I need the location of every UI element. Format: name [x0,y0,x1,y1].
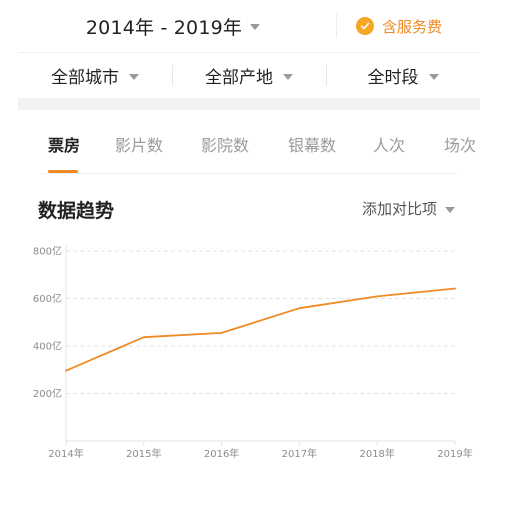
y-tick-label: 800亿 [33,245,62,258]
page: 2014年 - 2019年 含服务费 全部城市 全部产地 全时段 票房 影片数 [18,0,480,513]
add-compare-button[interactable]: 添加对比项 [362,198,456,219]
tab-sessions[interactable]: 场次 [444,136,477,155]
tab-screen-count[interactable]: 银幕数 [288,136,337,155]
date-range-label: 2014年 - 2019年 [85,16,243,39]
tab-box-office[interactable]: 票房 [48,136,81,155]
data-point [454,287,456,290]
section-title: 数据趋势 [38,200,115,222]
y-tick-label: 200亿 [33,387,62,400]
divider [18,52,480,53]
origin-filter-label: 全部产地 [205,68,273,88]
x-tick-label: 2018年 [359,447,394,460]
header-bar: 2014年 - 2019年 含服务费 [18,0,480,52]
date-range-selector[interactable]: 2014年 - 2019年 [18,0,328,52]
x-tick-label: 2016年 [204,447,239,460]
caret-down-icon [445,206,456,213]
y-tick-label: 400亿 [33,340,62,353]
active-tab-indicator [48,170,78,173]
service-fee-toggle[interactable]: 含服务费 [356,0,442,52]
x-tick-label: 2019年 [437,447,472,460]
caret-down-icon [428,73,439,80]
service-fee-label: 含服务费 [382,17,443,36]
tab-cinema-count[interactable]: 影院数 [201,136,250,155]
caret-down-icon [250,24,261,30]
section-gap [18,98,480,110]
data-point [142,336,145,339]
time-filter[interactable]: 全时段 [326,53,480,98]
add-compare-label: 添加对比项 [362,200,438,218]
series-line [65,287,456,372]
data-point [220,332,223,334]
tab-film-count[interactable]: 影片数 [115,136,164,155]
y-tick-label: 600亿 [33,292,62,305]
data-point [376,295,379,298]
x-tick-label: 2017年 [282,447,317,460]
data-point [298,307,301,310]
trend-chart: 200亿 400亿 600亿 800亿 2014年 2015年 2016年 2017年 2018… [18,235,488,465]
time-filter-label: 全时段 [367,68,419,88]
tabs-divider [42,173,458,174]
caret-down-icon [283,73,293,80]
city-filter-label: 全部城市 [51,68,119,88]
data-point [65,369,67,372]
city-filter[interactable]: 全部城市 [18,53,172,98]
caret-down-icon [129,73,139,80]
check-circle-icon [356,17,374,35]
filter-bar: 全部城市 全部产地 全时段 [18,53,480,98]
origin-filter[interactable]: 全部产地 [172,53,326,98]
trend-chart-svg: 200亿 400亿 600亿 800亿 2014年 2015年 2016年 2017年 2018… [33,245,473,461]
x-tick-label: 2014年 [48,447,83,460]
metric-tabs: 票房 影片数 影院数 银幕数 人次 场次 [18,110,480,174]
header-divider [336,14,337,38]
x-tick-label: 2015年 [126,447,161,460]
tab-attendance[interactable]: 人次 [373,136,406,155]
